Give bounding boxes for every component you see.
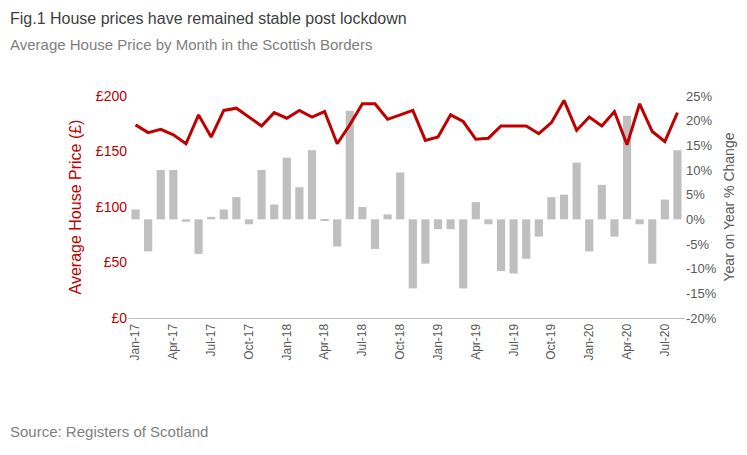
svg-text:£50: £50 (104, 254, 128, 270)
svg-text:Apr-19: Apr-19 (469, 323, 483, 359)
svg-text:Jul-20: Jul-20 (658, 323, 672, 356)
svg-text:10%: 10% (686, 163, 712, 178)
svg-text:Apr-20: Apr-20 (620, 323, 634, 359)
svg-text:Apr-17: Apr-17 (166, 323, 180, 359)
svg-text:20%: 20% (686, 113, 712, 128)
svg-text:£150: £150 (96, 143, 127, 159)
svg-text:Jul-18: Jul-18 (355, 323, 369, 356)
svg-text:Jan-17: Jan-17 (128, 323, 142, 360)
svg-text:Average House Price (£): Average House Price (£) (67, 120, 84, 295)
svg-text:-10%: -10% (686, 261, 717, 276)
svg-text:Fig.1 House prices have remain: Fig.1 House prices have remained stable … (10, 10, 407, 27)
svg-text:Oct-17: Oct-17 (242, 323, 256, 359)
svg-text:Oct-19: Oct-19 (544, 323, 558, 359)
svg-text:Year on Year % Change: Year on Year % Change (721, 132, 737, 281)
svg-text:-15%: -15% (686, 286, 717, 301)
svg-text:£200: £200 (96, 88, 127, 104)
svg-text:Jan-19: Jan-19 (431, 323, 445, 360)
svg-text:Average House Price by Month i: Average House Price by Month in the Scot… (10, 36, 372, 53)
svg-text:-5%: -5% (686, 237, 710, 252)
svg-text:Jan-18: Jan-18 (280, 323, 294, 360)
svg-text:-20%: -20% (686, 311, 717, 326)
svg-text:Oct-18: Oct-18 (393, 323, 407, 359)
svg-text:£0: £0 (111, 310, 127, 326)
svg-text:Jan-20: Jan-20 (582, 323, 596, 360)
svg-text:Apr-18: Apr-18 (317, 323, 331, 359)
svg-text:Jul-17: Jul-17 (204, 323, 218, 356)
svg-text:0%: 0% (686, 212, 705, 227)
svg-text:15%: 15% (686, 138, 712, 153)
svg-text:£100: £100 (96, 199, 127, 215)
svg-text:5%: 5% (686, 187, 705, 202)
svg-text:Source: Registers of Scotland: Source: Registers of Scotland (10, 423, 208, 440)
svg-text:25%: 25% (686, 89, 712, 104)
svg-text:Jul-19: Jul-19 (507, 323, 521, 356)
